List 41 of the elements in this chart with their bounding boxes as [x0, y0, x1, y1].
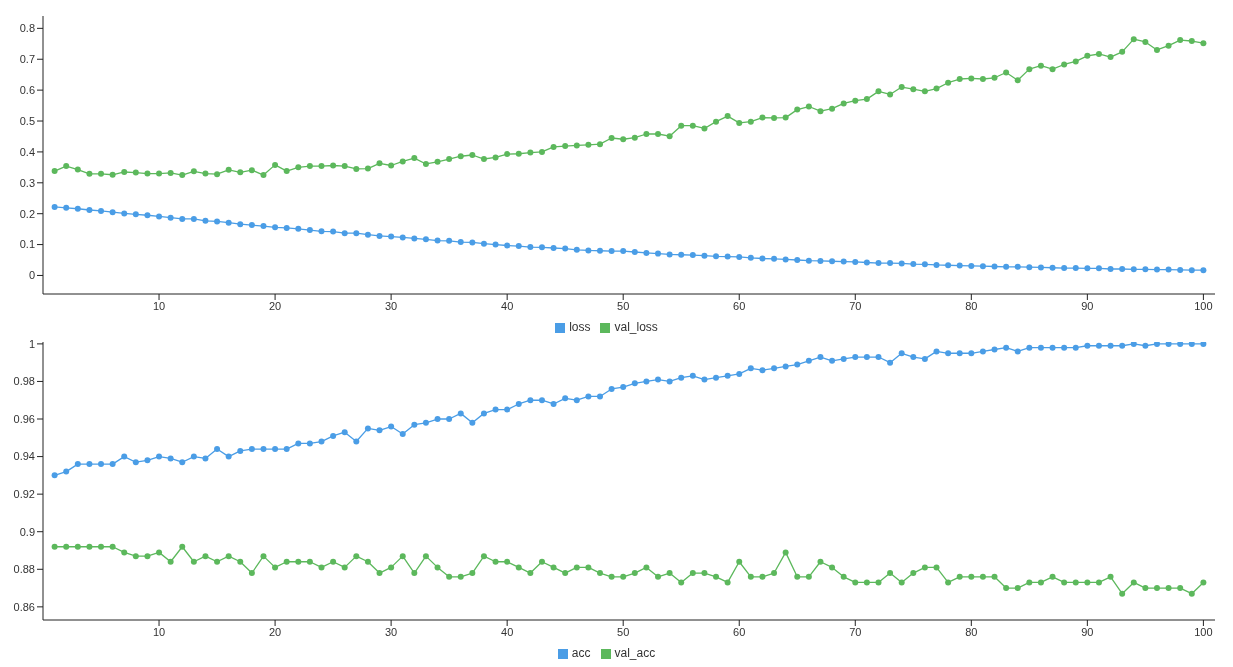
- x-tick-label: 80: [965, 625, 978, 638]
- y-tick-label: 0.4: [19, 145, 35, 158]
- legend-label: val_loss: [614, 320, 658, 334]
- x-tick-label: 90: [1081, 625, 1094, 638]
- y-tick-label: 0.88: [13, 563, 35, 576]
- y-tick-label: 0: [28, 269, 35, 282]
- x-tick-label: 70: [849, 625, 862, 638]
- x-tick-label: 20: [268, 625, 282, 638]
- legend-label: acc: [571, 646, 591, 660]
- x-tick-label: 30: [384, 299, 398, 312]
- x-tick-label: 50: [617, 625, 630, 638]
- y-tick-label: 0.7: [19, 53, 35, 66]
- x-tick-label: 10: [152, 625, 166, 638]
- x-tick-label: 40: [501, 299, 514, 312]
- y-tick-label: 1: [28, 337, 35, 350]
- x-tick-label: 100: [1194, 299, 1213, 312]
- x-tick-label: 80: [965, 299, 978, 312]
- x-tick-label: 30: [384, 625, 398, 638]
- x-tick-label: 40: [501, 625, 514, 638]
- x-tick-label: 60: [733, 299, 746, 312]
- y-tick-label: 0.1: [19, 238, 35, 251]
- x-tick-label: 60: [733, 625, 746, 638]
- y-tick-label: 0.5: [19, 114, 35, 127]
- y-tick-label: 0.2: [19, 207, 35, 220]
- x-tick-label: 10: [152, 299, 166, 312]
- y-tick-label: 0.3: [19, 176, 35, 189]
- y-tick-label: 0.92: [13, 488, 35, 501]
- y-tick-label: 0.8: [19, 22, 35, 35]
- y-tick-label: 0.9: [19, 525, 35, 538]
- y-tick-label: 0.6: [19, 84, 35, 97]
- legend-label: loss: [569, 320, 591, 334]
- x-tick-label: 70: [849, 299, 862, 312]
- x-tick-label: 90: [1081, 299, 1094, 312]
- legend-label: val_acc: [614, 646, 656, 660]
- y-tick-label: 0.96: [13, 412, 35, 425]
- y-tick-label: 0.98: [13, 375, 35, 388]
- x-tick-label: 50: [617, 299, 630, 312]
- x-tick-label: 20: [268, 299, 282, 312]
- y-tick-label: 0.86: [13, 600, 35, 613]
- y-tick-label: 0.94: [13, 450, 35, 463]
- x-tick-label: 100: [1194, 625, 1213, 638]
